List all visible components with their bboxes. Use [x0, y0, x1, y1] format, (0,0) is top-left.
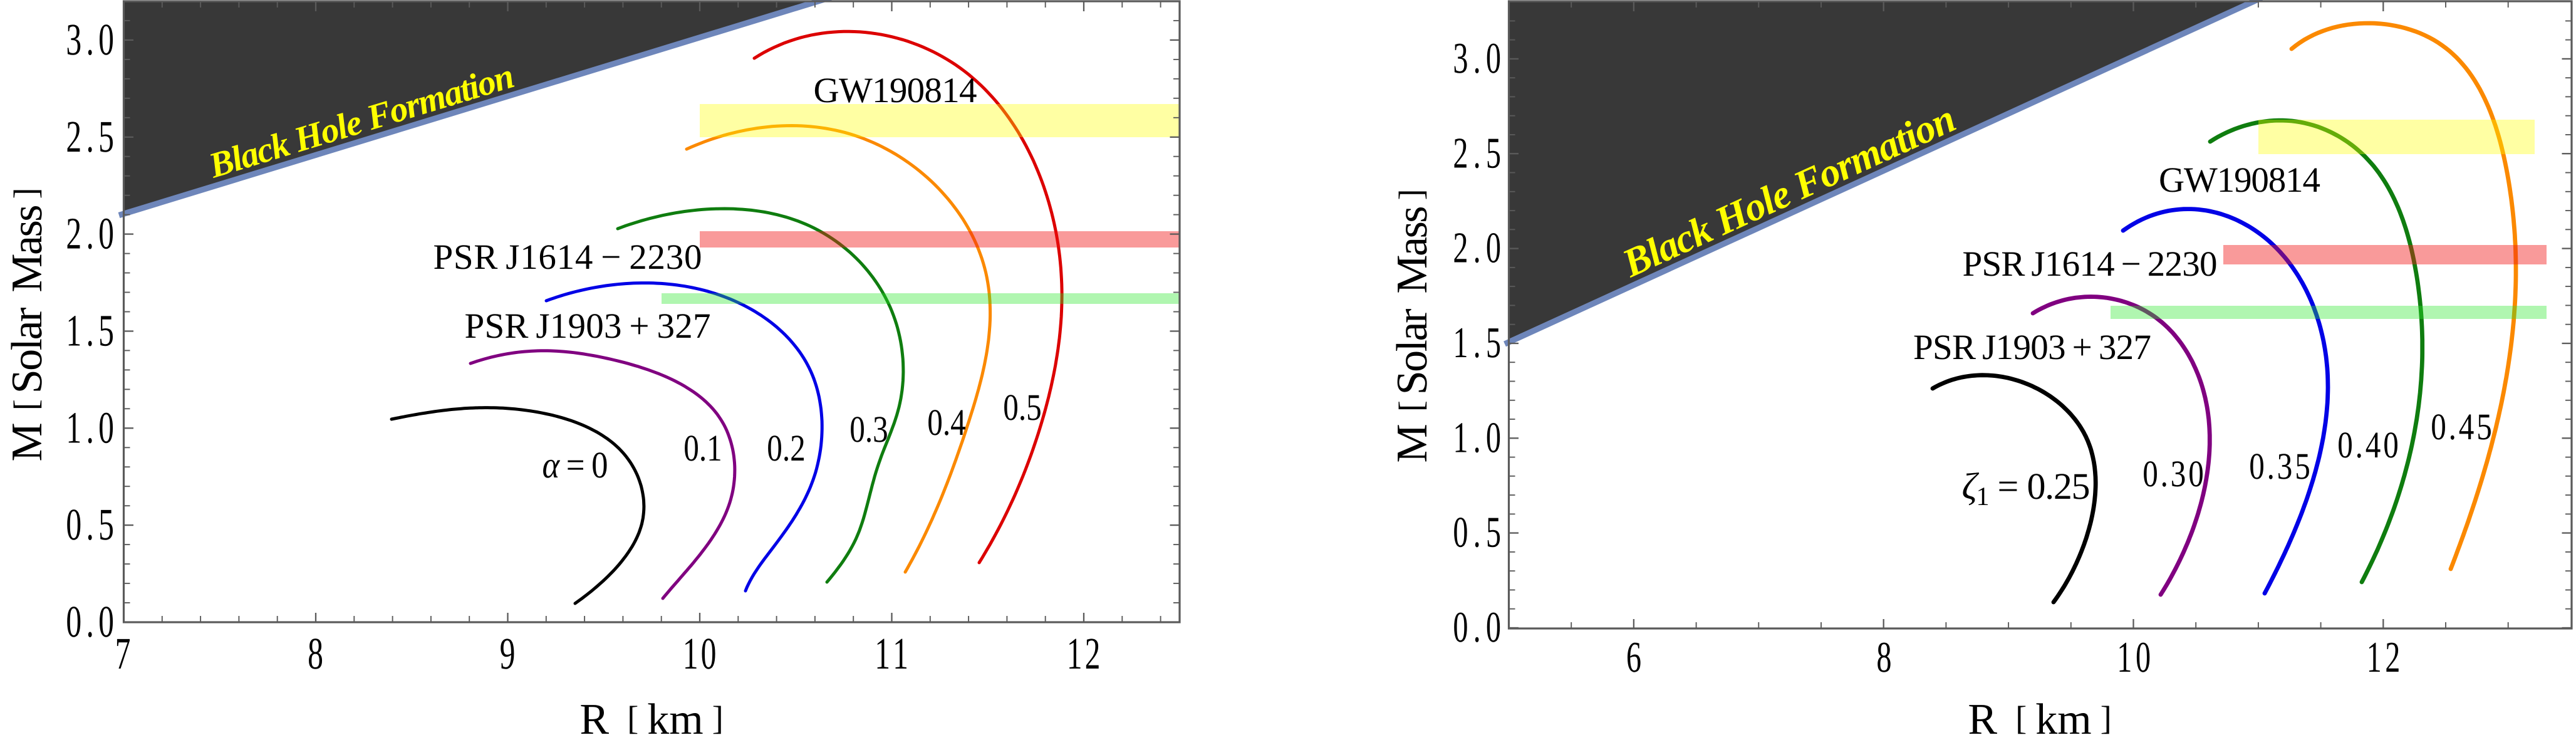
svg-text:7: 7: [115, 628, 131, 679]
svg-text:PSR J1903 + 327: PSR J1903 + 327: [1913, 328, 2151, 367]
svg-text:3.0: 3.0: [1453, 34, 1501, 83]
svg-text:1.5: 1.5: [66, 305, 114, 355]
svg-text:GW190814: GW190814: [2159, 160, 2320, 200]
svg-text:0.0: 0.0: [66, 597, 114, 647]
svg-text:1.0: 1.0: [1453, 414, 1501, 462]
svg-text:2.5: 2.5: [66, 112, 114, 162]
svg-text:0.0: 0.0: [1453, 603, 1501, 652]
svg-text:ζ1 = 0.25: ζ1 = 0.25: [1962, 466, 2090, 511]
svg-text:0.2: 0.2: [767, 427, 806, 469]
svg-text:PSR J1614 − 2230: PSR J1614 − 2230: [1963, 244, 2218, 284]
svg-text:R [ km ]: R [ km ]: [1968, 696, 2111, 740]
svg-text:M [ Solar Mass ]: M [ Solar Mass ]: [1388, 189, 1436, 463]
svg-text:GW190814: GW190814: [814, 71, 977, 110]
svg-text:0.5: 0.5: [66, 499, 114, 550]
svg-text:0.35: 0.35: [2249, 446, 2310, 487]
svg-text:PSR J1903 + 327: PSR J1903 + 327: [465, 306, 711, 346]
svg-text:0.45: 0.45: [2431, 406, 2492, 447]
svg-text:0.40: 0.40: [2337, 424, 2399, 466]
svg-text:8: 8: [1876, 633, 1891, 682]
svg-text:0.3: 0.3: [849, 409, 888, 450]
svg-text:PSR J1614 − 2230: PSR J1614 − 2230: [434, 237, 702, 277]
svg-text:2.5: 2.5: [1453, 129, 1501, 177]
svg-text:6: 6: [1626, 633, 1641, 682]
svg-text:2.0: 2.0: [1453, 224, 1501, 273]
svg-text:0.1: 0.1: [683, 427, 722, 469]
svg-text:1.5: 1.5: [1453, 319, 1501, 367]
svg-text:0.5: 0.5: [1453, 509, 1501, 557]
svg-text:R [ km ]: R [ km ]: [579, 696, 723, 740]
svg-text:8: 8: [308, 628, 323, 679]
svg-text:2.0: 2.0: [66, 209, 114, 259]
svg-text:α = 0: α = 0: [542, 444, 608, 486]
svg-text:9: 9: [500, 628, 516, 679]
svg-text:0.4: 0.4: [927, 402, 966, 443]
svg-text:3.0: 3.0: [66, 14, 114, 65]
svg-text:0.5: 0.5: [1003, 387, 1042, 428]
svg-text:1.0: 1.0: [66, 402, 114, 452]
svg-text:0.30: 0.30: [2142, 453, 2204, 494]
svg-text:M [ Solar Mass ]: M [ Solar Mass ]: [3, 188, 51, 462]
